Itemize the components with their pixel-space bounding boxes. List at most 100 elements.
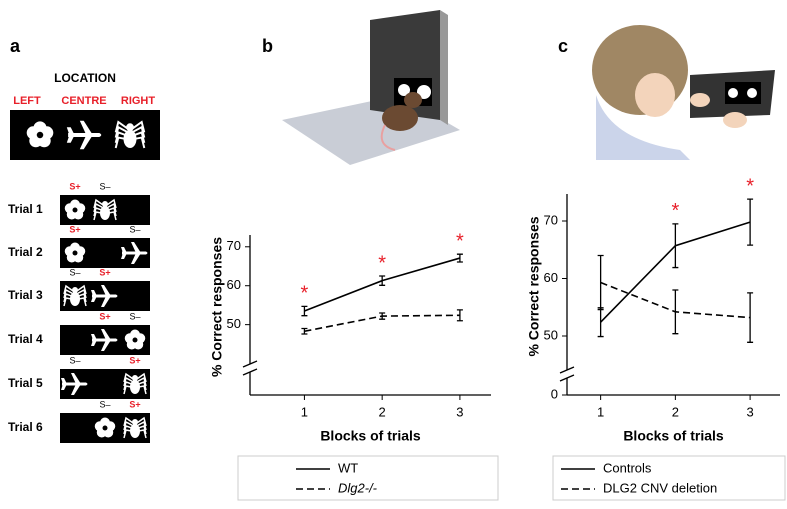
axis-break (242, 360, 258, 368)
error-bar (379, 312, 386, 320)
plane-shape (61, 373, 88, 395)
spider-leg (104, 198, 117, 209)
trial-label: Trial 6 (8, 420, 43, 434)
trial-label: Trial 3 (8, 288, 43, 302)
spider-leg (114, 131, 131, 144)
spider-leg (123, 420, 136, 431)
legend-label: WT (338, 460, 358, 475)
spider-leg (134, 420, 147, 431)
spider-leg (63, 284, 76, 295)
spider-icon (123, 372, 147, 395)
spider-leg (74, 288, 87, 299)
spider-leg (114, 125, 131, 138)
x-axis-label: Blocks of trials (320, 428, 421, 444)
y-axis-label: % Correct responses (209, 237, 225, 377)
spider-leg (63, 297, 76, 307)
spider-leg (134, 425, 147, 435)
spider-leg (134, 385, 147, 395)
spider-leg (123, 372, 136, 383)
location-label: LEFT (13, 95, 41, 107)
spider-leg (123, 429, 136, 439)
panel-label: a (10, 36, 21, 56)
s-minus-label: S– (69, 355, 80, 365)
plane-icon (121, 242, 148, 264)
plane-shape (91, 329, 118, 351)
flower-icon (94, 417, 116, 438)
legend-label: DLG2 CNV deletion (603, 480, 717, 495)
axis-break (559, 374, 575, 382)
plane-icon (61, 373, 88, 395)
location-title: LOCATION (54, 71, 116, 85)
error-bar (747, 292, 754, 343)
significance-marker: * (456, 230, 464, 252)
spider-leg (104, 211, 117, 221)
error-bar (301, 327, 308, 335)
x-tick-label: 1 (301, 404, 308, 419)
spider-icon (93, 198, 117, 221)
s-plus-label: S+ (69, 224, 80, 234)
y-tick-label: 60 (544, 270, 558, 285)
s-minus-label: S– (99, 181, 110, 191)
spider-leg (74, 284, 87, 295)
spider-leg (123, 425, 136, 435)
mouse-illustration (282, 10, 460, 165)
plane-shape (66, 120, 102, 150)
petal (94, 421, 105, 432)
x-tick-label: 1 (597, 404, 604, 419)
y-tick-label: 70 (544, 212, 558, 227)
trial-label: Trial 2 (8, 245, 43, 259)
spider-leg (134, 381, 147, 391)
panel-label: c (558, 36, 568, 56)
x-tick-label: 2 (379, 404, 386, 419)
x-tick-label: 2 (672, 404, 679, 419)
legend-box (237, 455, 499, 501)
spider-leg (93, 202, 106, 213)
s-plus-label: S+ (99, 267, 110, 277)
s-minus-label: S– (129, 224, 140, 234)
s-plus-label: S+ (99, 311, 110, 321)
y-axis-label: % Correct responses (526, 216, 542, 356)
error-bar (597, 254, 604, 311)
error-bar (672, 289, 679, 335)
spider-leg (129, 136, 146, 149)
spider-leg (114, 120, 131, 133)
significance-marker: * (378, 252, 386, 274)
error-bar (301, 305, 308, 317)
significance-marker: * (671, 200, 679, 222)
spider-leg (93, 198, 106, 209)
spider-leg (134, 376, 147, 387)
petal (26, 126, 40, 140)
y-tick-label: 50 (227, 316, 241, 331)
spider-leg (129, 120, 146, 133)
flower-center (132, 337, 138, 343)
spider-leg (134, 429, 147, 439)
s-plus-label: S+ (129, 399, 140, 409)
spider-leg (74, 297, 87, 307)
trial-label: Trial 5 (8, 376, 43, 390)
spider-leg (63, 293, 76, 303)
axis-break (559, 366, 575, 374)
legend-box (552, 455, 786, 501)
s-minus-label: S– (129, 311, 140, 321)
error-bar (456, 309, 463, 322)
error-bar (597, 307, 604, 338)
y-tick-label: 60 (227, 277, 241, 292)
s-plus-label: S+ (129, 355, 140, 365)
petal (124, 333, 135, 344)
spider-icon (123, 416, 147, 439)
spider-leg (104, 202, 117, 213)
petal (64, 246, 75, 257)
spider-leg (63, 288, 76, 299)
s-plus-label: S+ (69, 181, 80, 191)
plane-shape (121, 242, 148, 264)
s-minus-label: S– (99, 399, 110, 409)
x-axis-label: Blocks of trials (623, 428, 724, 444)
spider-leg (74, 293, 87, 303)
trial-label: Trial 4 (8, 332, 43, 346)
panel-label: b (262, 36, 273, 56)
location-label: CENTRE (61, 95, 106, 107)
spider-leg (123, 416, 136, 427)
legend-label: Controls (603, 460, 652, 475)
error-bar (672, 223, 679, 269)
